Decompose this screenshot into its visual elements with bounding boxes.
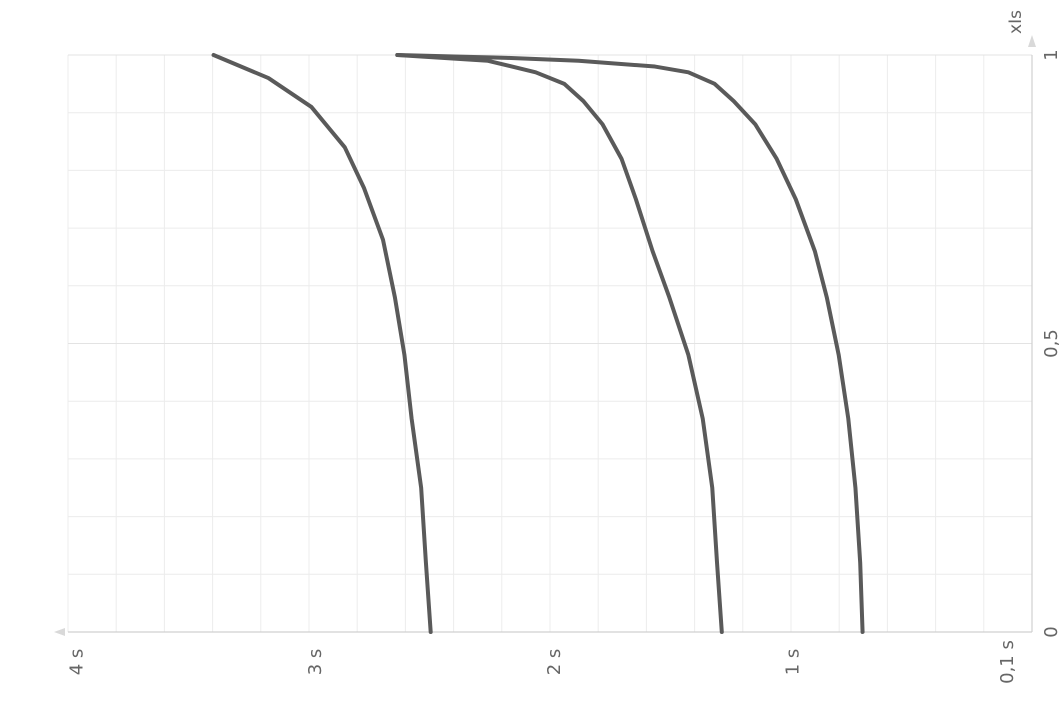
y-axis-arrow — [1028, 35, 1036, 47]
axes-layer — [54, 35, 1036, 636]
x-axis-arrow — [54, 628, 65, 636]
y-tick-label: 1 — [1041, 49, 1062, 60]
x-tick-label: 1 s — [782, 649, 803, 676]
x-tick-label: 3 s — [305, 649, 326, 676]
y-tick-label: 0 — [1041, 626, 1062, 637]
grid-layer — [67, 54, 1033, 633]
y-tick-label: 0,5 — [1041, 329, 1062, 358]
series-line-1 — [211, 53, 433, 634]
x-tick-label: 0,1 s — [997, 640, 1018, 684]
series-line-2 — [395, 53, 724, 634]
x-tick-label: 4 s — [67, 649, 88, 676]
y-axis-title: xIs — [1006, 10, 1026, 34]
series-layer — [211, 53, 865, 634]
x-tick-label: 2 s — [544, 649, 565, 676]
labels-layer: 4 s 3 s 2 s 1 s 0,1 s 0 0,5 1 xIs — [67, 10, 1062, 684]
series-line-3 — [395, 53, 865, 634]
